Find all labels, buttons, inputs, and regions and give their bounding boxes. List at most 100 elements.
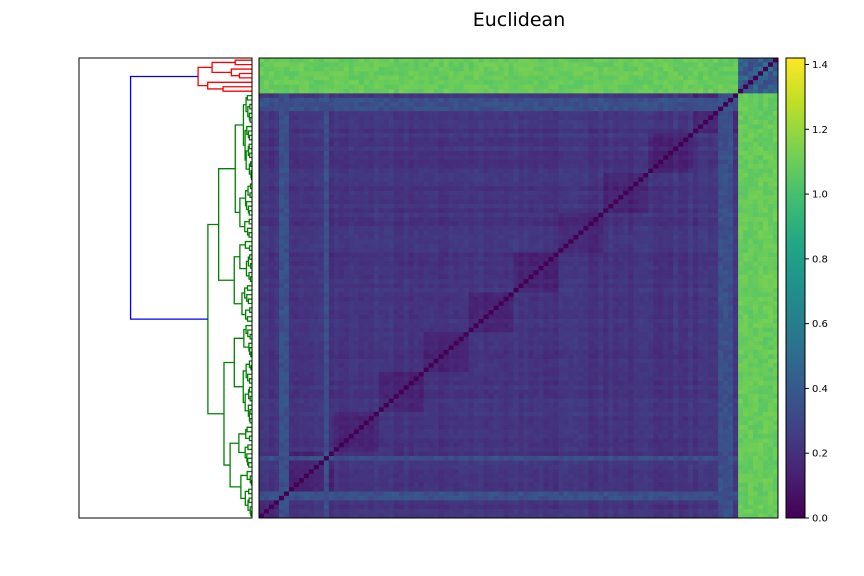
heatmap-cell: [573, 230, 579, 236]
heatmap-cell: [523, 248, 529, 254]
heatmap-cell: [288, 230, 295, 236]
heatmap-cell: [748, 66, 754, 72]
heatmap-cell: [428, 75, 435, 81]
heatmap-cell: [633, 168, 639, 174]
heatmap-cell: [763, 177, 769, 183]
heatmap-cell: [663, 230, 669, 236]
heatmap-cell: [608, 155, 614, 161]
heatmap-cell: [723, 203, 729, 209]
heatmap-cell: [543, 248, 549, 254]
heatmap-cell: [553, 146, 559, 152]
heatmap-cell: [278, 58, 285, 63]
heatmap-cell: [518, 208, 524, 214]
heatmap-cell: [318, 62, 325, 68]
heatmap-cell: [683, 80, 689, 85]
heatmap-cell: [423, 208, 430, 214]
heatmap-cell: [368, 58, 375, 63]
heatmap-cell: [653, 102, 659, 108]
heatmap-cell: [683, 155, 689, 161]
heatmap-cell: [593, 106, 599, 112]
heatmap-cell: [733, 234, 739, 240]
heatmap-cell: [433, 133, 440, 139]
heatmap-cell: [328, 66, 335, 72]
heatmap-cell: [553, 66, 559, 72]
heatmap-cell: [748, 248, 754, 254]
heatmap-cell: [773, 199, 779, 205]
heatmap-cell: [528, 261, 534, 267]
heatmap-cell: [523, 146, 529, 152]
heatmap-cell: [668, 128, 674, 134]
heatmap-cell: [668, 217, 674, 223]
heatmap-cell: [378, 257, 385, 262]
heatmap-cell: [673, 84, 679, 90]
heatmap-cell: [408, 137, 415, 143]
heatmap-cell: [628, 111, 634, 116]
heatmap-cell: [768, 195, 774, 200]
heatmap-cell: [398, 239, 405, 245]
heatmap-cell: [403, 230, 410, 236]
heatmap-cell: [428, 195, 435, 200]
heatmap-cell: [658, 168, 664, 174]
heatmap-cell: [353, 128, 360, 134]
heatmap-cell: [273, 88, 280, 94]
heatmap-cell: [338, 212, 345, 218]
heatmap-cell: [403, 257, 410, 262]
heatmap-cell: [463, 261, 469, 267]
heatmap-cell: [259, 58, 265, 63]
heatmap-cell: [623, 186, 629, 192]
heatmap-cell: [483, 190, 489, 196]
heatmap-cell: [653, 239, 659, 245]
heatmap-cell: [488, 164, 494, 169]
heatmap-cell: [588, 115, 594, 121]
heatmap-cell: [263, 217, 270, 223]
heatmap-cell: [259, 164, 265, 169]
heatmap-cell: [448, 115, 455, 121]
heatmap-cell: [598, 186, 604, 192]
heatmap-cell: [293, 217, 300, 223]
heatmap-cell: [478, 84, 484, 90]
heatmap-cell: [713, 234, 719, 240]
heatmap-cell: [673, 177, 679, 183]
heatmap-cell: [283, 261, 290, 267]
heatmap-cell: [468, 199, 474, 205]
heatmap-cell: [338, 75, 345, 81]
heatmap-cell: [273, 230, 280, 236]
heatmap-cell: [758, 137, 764, 143]
heatmap-cell: [273, 257, 280, 262]
heatmap-cell: [353, 84, 360, 90]
heatmap-cell: [583, 142, 589, 147]
heatmap-cell: [278, 133, 285, 139]
heatmap-cell: [603, 186, 609, 192]
heatmap-cell: [628, 155, 634, 161]
heatmap-cell: [283, 168, 290, 174]
heatmap-cell: [338, 97, 345, 103]
dendrogram-link: [248, 232, 252, 238]
heatmap-cell: [518, 217, 524, 223]
heatmap-cell: [298, 115, 305, 121]
heatmap-cell: [718, 239, 724, 245]
heatmap-cell: [648, 230, 654, 236]
heatmap-cell: [763, 239, 769, 245]
heatmap-cell: [533, 164, 539, 169]
heatmap-cell: [773, 80, 779, 85]
heatmap-cell: [473, 133, 479, 139]
heatmap-cell: [503, 88, 509, 94]
heatmap-cell: [738, 177, 744, 183]
heatmap-cell: [493, 133, 499, 139]
heatmap-cell: [443, 221, 450, 227]
heatmap-cell: [488, 142, 494, 147]
heatmap-cell: [383, 203, 390, 209]
heatmap-cell: [313, 208, 320, 214]
heatmap-cell: [628, 159, 634, 165]
heatmap-cell: [318, 88, 325, 94]
heatmap-cell: [563, 88, 569, 94]
heatmap-cell: [323, 186, 330, 192]
heatmap-cell: [603, 80, 609, 85]
heatmap-cell: [483, 168, 489, 174]
heatmap-cell: [348, 106, 355, 112]
heatmap-cell: [418, 75, 425, 81]
heatmap-cell: [328, 146, 335, 152]
heatmap-cell: [678, 115, 684, 121]
heatmap-cell: [763, 71, 769, 77]
heatmap-cell: [623, 119, 629, 125]
